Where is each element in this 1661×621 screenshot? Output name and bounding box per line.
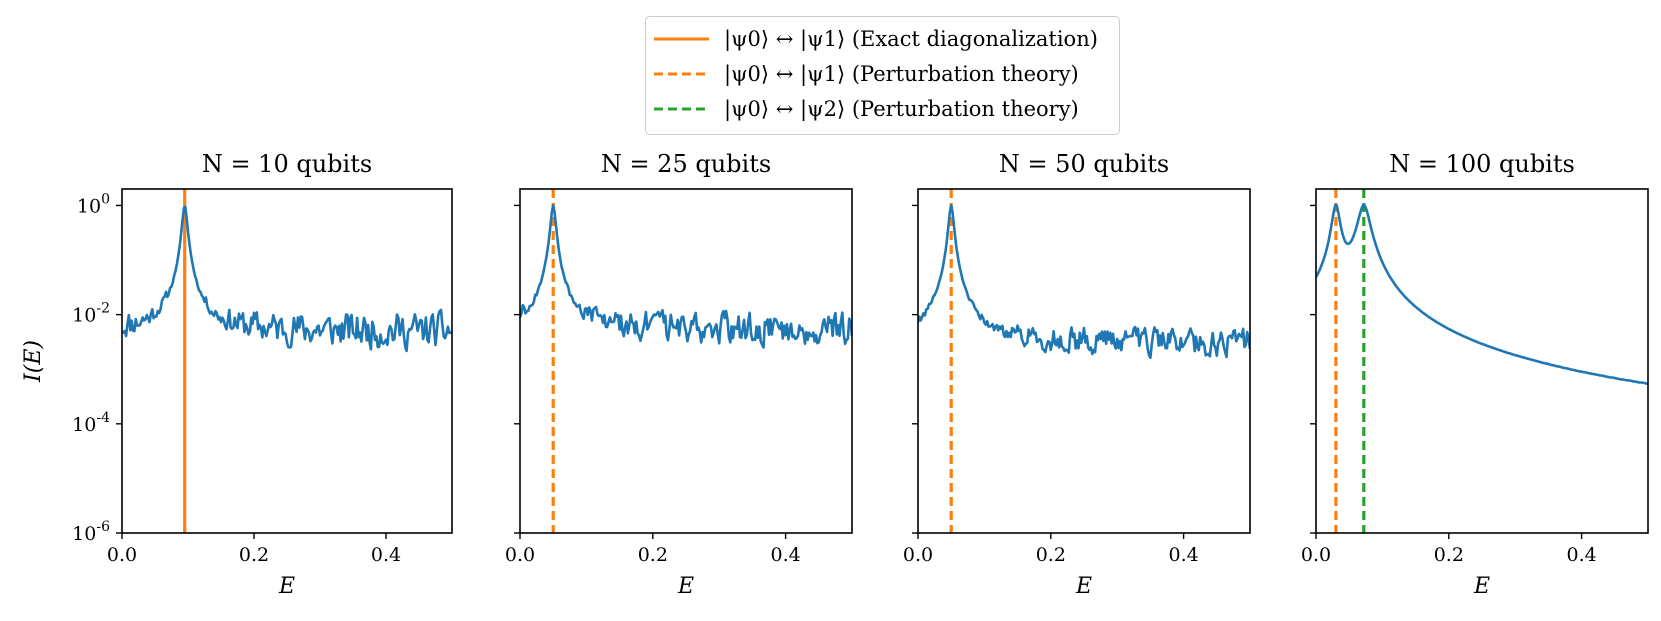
y-axis-label: I(E) xyxy=(21,340,46,383)
panel-title: N = 10 qubits xyxy=(202,150,372,178)
y-tick-label: 10-2 xyxy=(72,301,110,327)
x-tick-label: 0.4 xyxy=(1566,544,1596,566)
plot-frame xyxy=(917,188,1251,534)
x-axis-label: E xyxy=(1075,574,1092,599)
x-axis-label: E xyxy=(677,574,694,599)
x-tick-label: 0.0 xyxy=(505,544,535,566)
plot-frame xyxy=(519,188,853,534)
panel-2: N = 25 qubits 0.0 0.2 0.4 E xyxy=(505,150,853,599)
x-tick-label: 0.4 xyxy=(770,544,800,566)
y-tick-label: 10-6 xyxy=(72,519,110,545)
panel-title: N = 25 qubits xyxy=(601,150,771,178)
legend-item: |ψ0⟩ ↔ |ψ2⟩ (Perturbation theory) xyxy=(646,93,1119,125)
x-tick-label: 0.0 xyxy=(107,544,137,566)
x-axis-label: E xyxy=(278,574,295,599)
legend-label: |ψ0⟩ ↔ |ψ2⟩ (Perturbation theory) xyxy=(724,97,1079,121)
x-tick-label: 0.0 xyxy=(903,544,933,566)
data-series-line xyxy=(1316,203,1648,386)
data-series-line xyxy=(122,205,452,353)
legend: |ψ0⟩ ↔ |ψ1⟩ (Exact diagonalization) |ψ0⟩… xyxy=(645,16,1120,135)
legend-item: |ψ0⟩ ↔ |ψ1⟩ (Exact diagonalization) xyxy=(646,23,1119,55)
panel-4: N = 100 qubits 0.0 0.2 0.4 E xyxy=(1301,150,1649,599)
x-tick-label: 0.4 xyxy=(371,544,401,566)
x-tick-label: 0.0 xyxy=(1301,544,1331,566)
data-series-line xyxy=(918,204,1250,359)
plot-frame xyxy=(1315,188,1649,534)
panel-3: N = 50 qubits 0.0 0.2 0.4 E xyxy=(903,150,1251,599)
x-tick-label: 0.2 xyxy=(239,544,269,566)
panel-title: N = 100 qubits xyxy=(1389,150,1575,178)
y-tick-label: 10-4 xyxy=(72,410,110,436)
legend-label: |ψ0⟩ ↔ |ψ1⟩ (Exact diagonalization) xyxy=(724,27,1098,51)
x-axis-label: E xyxy=(1473,574,1490,599)
panel-title: N = 50 qubits xyxy=(999,150,1169,178)
x-tick-label: 0.2 xyxy=(1434,544,1464,566)
plot-frame xyxy=(121,188,453,534)
panel-1: N = 10 qubits 0.0 0.2 0.4 100 10-2 10-4 10-6 E I(… xyxy=(21,150,453,599)
x-tick-label: 0.2 xyxy=(638,544,668,566)
legend-label: |ψ0⟩ ↔ |ψ1⟩ (Perturbation theory) xyxy=(724,62,1079,86)
data-series-line xyxy=(520,204,852,349)
legend-item: |ψ0⟩ ↔ |ψ1⟩ (Perturbation theory) xyxy=(646,58,1119,90)
y-tick-label: 100 xyxy=(77,191,110,217)
x-tick-label: 0.2 xyxy=(1036,544,1066,566)
x-tick-label: 0.4 xyxy=(1168,544,1198,566)
